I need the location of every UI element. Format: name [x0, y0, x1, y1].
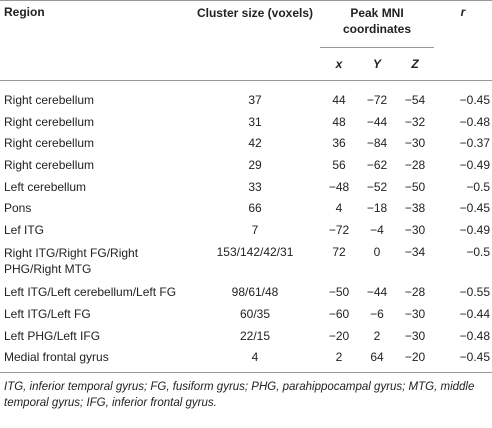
cell-region: Right cerebellum	[4, 93, 95, 107]
table-row: Right cerebellum 37 44 −72 −54 −0.45	[0, 81, 492, 112]
header-peak-mni: Peak MNI coordinates	[320, 0, 435, 48]
table-row: Left PHG/Left IFG 22/15 −20 2 −30 −0.48	[0, 325, 492, 347]
cell-y: −44	[366, 285, 388, 300]
header-r: r	[460, 5, 466, 19]
cell-y: −18	[366, 201, 388, 216]
cell-region: Medial frontal gyrus	[4, 350, 109, 365]
cell-cluster: 37	[248, 93, 262, 107]
cell-region: Right ITG/Right FG/Right PHG/Right MTG	[4, 246, 139, 277]
cell-cluster: 7	[251, 222, 259, 237]
cell-y: −84	[366, 136, 388, 151]
cell-x: 48	[332, 114, 346, 129]
cell-r: −0.48	[459, 114, 491, 129]
cell-region: Left ITG/Left cerebellum/Left FG	[4, 285, 177, 300]
table-row: Left ITG/Left FG 60/35 −60 −6 −30 −0.44	[0, 303, 492, 325]
table-row: Left cerebellum 33 −48 −52 −50 −0.5	[0, 176, 492, 198]
table-footnote: ITG, inferior temporal gyrus; FG, fusifo…	[4, 381, 475, 409]
cell-z: −54	[404, 93, 426, 107]
table-row: Right cerebellum 31 48 −44 −32 −0.48	[0, 111, 492, 133]
cell-r: −0.5	[466, 179, 491, 194]
cell-z: −32	[404, 114, 426, 129]
cell-cluster: 31	[248, 114, 262, 129]
cell-y: −52	[366, 179, 388, 194]
cell-x: 4	[335, 201, 343, 216]
cell-region: Right cerebellum	[4, 114, 95, 129]
cell-x: −50	[328, 285, 350, 300]
cell-x: 2	[335, 350, 343, 365]
cell-region: Left ITG/Left FG	[4, 306, 91, 321]
cell-y: 64	[370, 350, 384, 365]
cell-z: −30	[404, 222, 426, 237]
cell-cluster: 29	[248, 157, 262, 172]
cell-z: −20	[404, 350, 426, 365]
table-row: Right cerebellum 29 56 −62 −28 −0.49	[0, 154, 492, 176]
cell-r: −0.49	[459, 157, 491, 172]
cell-r: −0.45	[459, 93, 491, 107]
cell-z: −50	[404, 179, 426, 194]
cell-r: −0.45	[459, 350, 491, 365]
cell-y: −4	[370, 222, 384, 237]
cell-cluster: 42	[248, 136, 262, 151]
cell-region: Right cerebellum	[4, 157, 95, 172]
cell-x: −72	[328, 222, 350, 237]
cell-cluster: 153/142/42/31	[216, 244, 294, 259]
cell-y: 0	[373, 244, 381, 259]
cell-y: −62	[366, 157, 388, 172]
cell-cluster: 33	[248, 179, 262, 194]
cell-r: −0.48	[459, 328, 491, 343]
header-z: Z	[411, 57, 419, 71]
table-row: Right cerebellum 42 36 −84 −30 −0.37	[0, 133, 492, 155]
cell-r: −0.49	[459, 222, 491, 237]
header-y: Y	[372, 57, 381, 71]
cell-cluster: 4	[251, 350, 259, 365]
cell-y: −44	[366, 114, 388, 129]
cell-x: 72	[332, 244, 346, 259]
cell-r: −0.55	[459, 285, 491, 300]
cell-z: −34	[404, 244, 426, 259]
cell-z: −30	[404, 136, 426, 151]
table-row: Pons 66 4 −18 −38 −0.45	[0, 197, 492, 219]
cell-z: −28	[404, 285, 426, 300]
cell-y: −6	[370, 306, 384, 321]
cell-region: Lef ITG	[4, 222, 45, 237]
cell-x: −20	[328, 328, 350, 343]
cell-region: Left cerebellum	[4, 179, 87, 194]
cell-x: 36	[332, 136, 346, 151]
table-row: Right ITG/Right FG/Right PHG/Right MTG 1…	[0, 241, 492, 282]
header-region: Region	[4, 5, 45, 19]
cell-r: −0.44	[459, 306, 491, 321]
cell-region: Pons	[4, 201, 32, 216]
mni-coordinates-table: Region Cluster size (voxels) Peak MNI co…	[0, 0, 492, 373]
cell-cluster: 98/61/48	[231, 285, 279, 300]
cell-cluster: 22/15	[239, 328, 271, 343]
cell-cluster: 66	[248, 201, 262, 216]
cell-y: 2	[373, 328, 381, 343]
cell-cluster: 60/35	[239, 306, 271, 321]
cell-x: −60	[328, 306, 350, 321]
cell-x: −48	[328, 179, 350, 194]
table-row: Left ITG/Left cerebellum/Left FG 98/61/4…	[0, 282, 492, 304]
cell-region: Right cerebellum	[4, 136, 95, 151]
cell-z: −28	[404, 157, 426, 172]
cell-r: −0.37	[459, 136, 491, 151]
cell-r: −0.45	[459, 201, 491, 216]
header-cluster-size: Cluster size (voxels)	[196, 6, 314, 20]
table-row: Lef ITG 7 −72 −4 −30 −0.49	[0, 219, 492, 241]
cell-z: −30	[404, 306, 426, 321]
header-x: x	[335, 57, 343, 71]
cell-r: −0.5	[466, 244, 491, 259]
table-row: Medial frontal gyrus 4 2 64 −20 −0.45	[0, 346, 492, 373]
cell-x: 44	[332, 93, 346, 107]
cell-region: Left PHG/Left IFG	[4, 328, 101, 343]
cell-z: −38	[404, 201, 426, 216]
cell-x: 56	[332, 157, 346, 172]
cell-y: −72	[366, 93, 388, 107]
cell-z: −30	[404, 328, 426, 343]
